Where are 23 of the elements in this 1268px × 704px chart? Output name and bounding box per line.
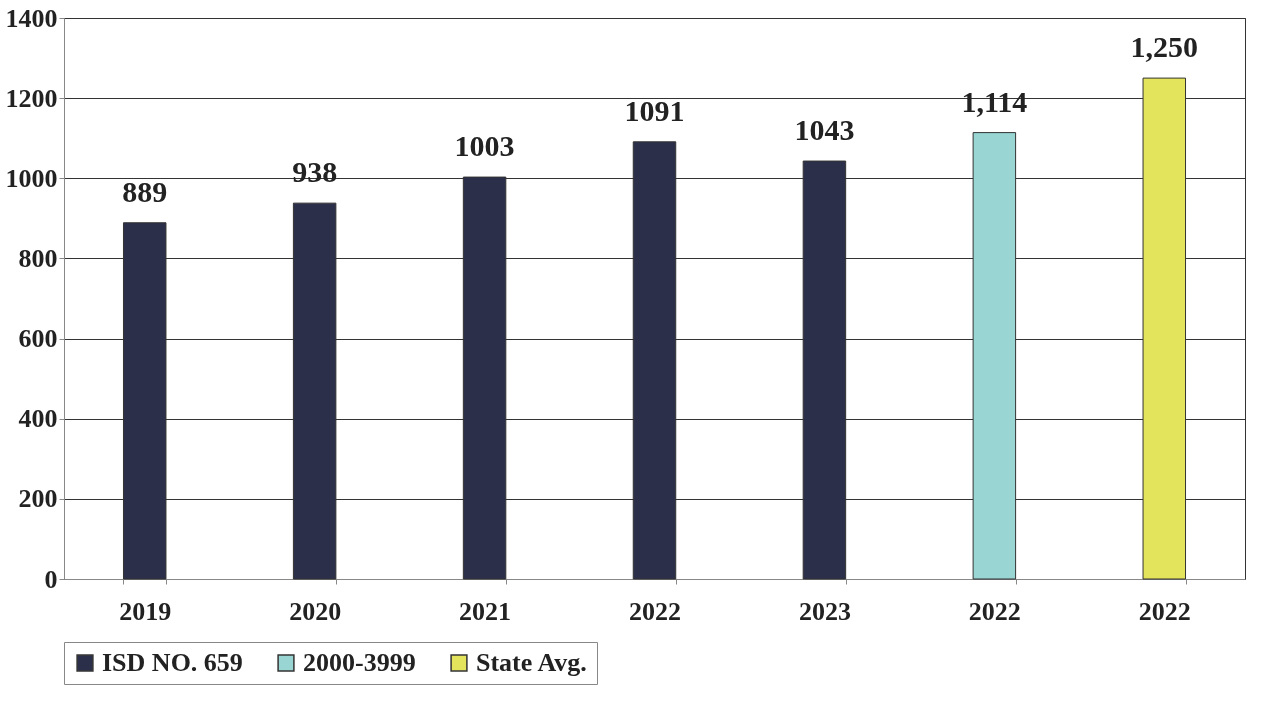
y-tick-label: 400 (18, 404, 58, 434)
x-tick-label: 2021 (459, 596, 512, 626)
legend-label: ISD NO. 659 (102, 648, 243, 677)
y-tick-label: 200 (18, 484, 58, 514)
legend-label: State Avg. (476, 648, 587, 677)
x-tick-label: 2019 (119, 596, 172, 626)
y-tick-label: 1400 (5, 3, 58, 33)
y-tick-label: 1000 (5, 163, 58, 193)
data-label: 1,250 (1130, 30, 1199, 64)
x-tick-label: 2022 (629, 596, 681, 626)
x-tick-label: 2020 (289, 596, 342, 626)
legend-label: 2000-3999 (303, 648, 416, 677)
data-label: 1043 (794, 113, 855, 147)
data-label: 889 (122, 174, 168, 208)
x-tick-label: 2022 (968, 596, 1021, 626)
y-tick-label: 600 (18, 324, 58, 354)
data-label: 1091 (624, 93, 685, 127)
data-label: 1003 (454, 129, 515, 163)
y-tick-label: 0 (44, 564, 58, 594)
x-tick-label: 2023 (798, 596, 851, 626)
x-tick-label: 2022 (1138, 596, 1191, 626)
y-tick-label: 1200 (5, 83, 58, 113)
y-tick-label: 800 (18, 243, 58, 273)
